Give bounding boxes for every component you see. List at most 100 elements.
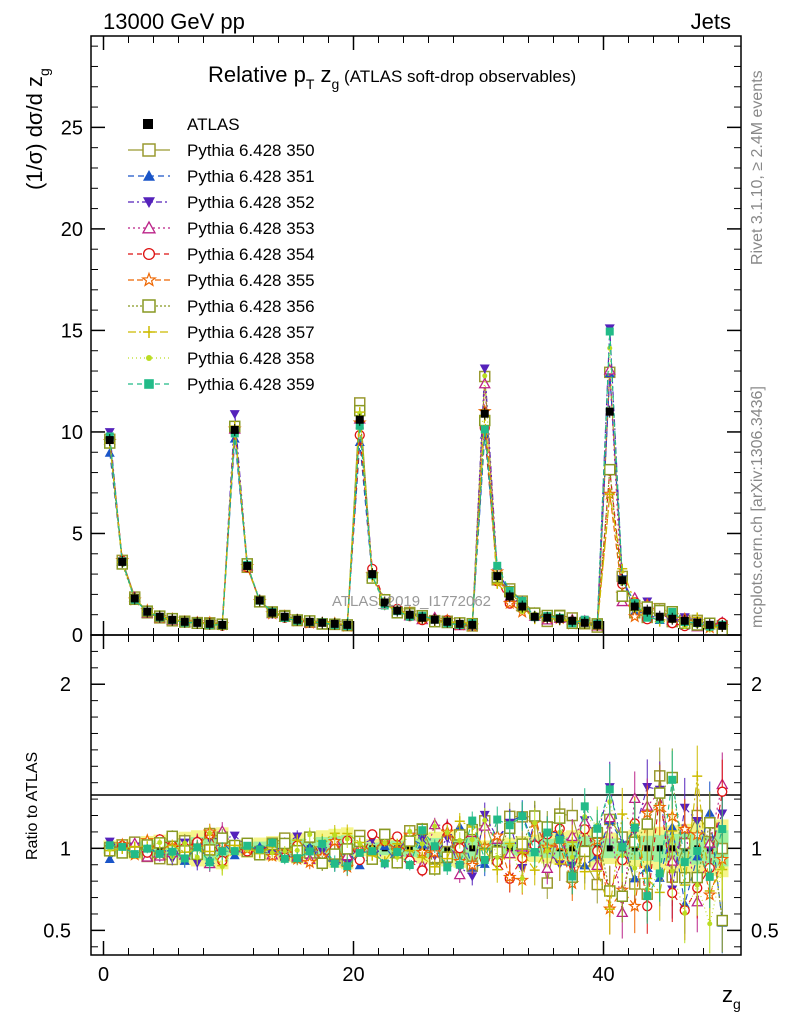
series-358-ratio-point bbox=[282, 848, 288, 854]
series-354-ratio-point bbox=[367, 829, 378, 840]
series-356-main-point bbox=[616, 590, 628, 602]
series-359-ratio-point bbox=[280, 854, 289, 863]
series-355-ratio-point bbox=[627, 898, 642, 913]
series-358-ratio-point bbox=[707, 921, 713, 927]
series-357-ratio-point bbox=[579, 866, 590, 877]
series-359-ratio-point bbox=[268, 838, 277, 847]
legend-series-357-label: Pythia 6.428 357 bbox=[187, 323, 315, 342]
series-351-main-point bbox=[104, 447, 115, 457]
series-359-ratio-point bbox=[130, 850, 139, 859]
series-358-ratio-point bbox=[544, 848, 550, 854]
series-359-ratio-point bbox=[218, 847, 227, 856]
atlas-point bbox=[430, 615, 439, 624]
series-357-ratio-point bbox=[429, 861, 440, 872]
series-359-main-point bbox=[480, 425, 489, 434]
xlabel-main: z bbox=[722, 982, 733, 1007]
atlas-point bbox=[530, 612, 539, 621]
atlas-point bbox=[455, 619, 464, 628]
series-357-ratio-point bbox=[554, 859, 565, 870]
atlas-point bbox=[318, 618, 327, 627]
atlas-point bbox=[205, 619, 214, 628]
series-358-ratio-point bbox=[332, 832, 338, 838]
series-358-ratio-point bbox=[419, 841, 425, 847]
series-359-ratio-point bbox=[418, 826, 427, 835]
x-axis-label: zg bbox=[722, 982, 741, 1012]
series-358-ratio-point bbox=[519, 875, 525, 881]
series-355-main-point bbox=[627, 609, 642, 623]
series-359-ratio-point bbox=[205, 858, 214, 867]
legend-series-354-marker bbox=[142, 247, 156, 261]
series-351-ratio-line bbox=[109, 812, 723, 923]
series-358-ratio-point bbox=[507, 843, 513, 849]
series-356-main-point bbox=[604, 463, 616, 476]
series-357-ratio-point bbox=[417, 852, 428, 863]
atlas-point bbox=[705, 620, 714, 629]
atlas-ratio-point bbox=[606, 845, 613, 852]
legend-series-359-label: Pythia 6.428 359 bbox=[187, 375, 315, 394]
series-359-ratio-point bbox=[655, 869, 664, 878]
atlas-point bbox=[493, 572, 502, 581]
ratio-y-tick-label: 0.5 bbox=[43, 920, 71, 942]
header-left: 13000 GeV pp bbox=[103, 9, 245, 34]
series-359-ratio-point bbox=[443, 863, 452, 872]
ylabel-sub: g bbox=[36, 68, 52, 76]
series-359-ratio-point bbox=[468, 816, 477, 825]
series-353-main-line bbox=[109, 369, 723, 628]
series-358-ratio-point bbox=[469, 837, 475, 843]
series-358-ratio-point bbox=[632, 865, 638, 871]
series-358-ratio-point bbox=[307, 831, 313, 837]
series-357-ratio-point bbox=[517, 847, 528, 858]
atlas-point bbox=[380, 598, 389, 607]
series-356-ratio-point bbox=[404, 835, 416, 847]
atlas-point bbox=[693, 618, 702, 627]
series-358-ratio-point bbox=[294, 847, 300, 853]
series-357-ratio-point bbox=[667, 825, 678, 836]
atlas-point bbox=[268, 608, 277, 617]
series-359-ratio-point bbox=[405, 861, 414, 870]
atlas-point bbox=[568, 616, 577, 625]
series-357-main-point bbox=[604, 489, 615, 500]
atlas-point bbox=[393, 606, 402, 615]
mcplots-note: mcplots.cern.ch [arXiv:1306.3436] bbox=[749, 386, 766, 628]
atlas-point bbox=[405, 610, 414, 619]
series-352-main-line bbox=[109, 328, 723, 628]
legend-series-353-label: Pythia 6.428 353 bbox=[187, 219, 315, 238]
series-359-ratio-point bbox=[680, 858, 689, 867]
atlas-point bbox=[305, 617, 314, 626]
series-356-ratio-point bbox=[379, 828, 391, 841]
atlas-point bbox=[143, 607, 152, 616]
atlas-point bbox=[618, 576, 627, 585]
ratio-y-tick-label-right: 1 bbox=[751, 838, 762, 860]
atlas-point bbox=[555, 614, 564, 623]
series-359-main-point bbox=[605, 327, 614, 336]
ratio-y-tick-label-right: 2 bbox=[751, 674, 762, 696]
legend-atlas-label: ATLAS bbox=[187, 115, 240, 134]
series-359-ratio-point bbox=[168, 847, 177, 856]
series-356-ratio-point bbox=[316, 857, 328, 870]
legend-series-350-marker bbox=[142, 143, 156, 157]
title-sub-t: T bbox=[306, 76, 315, 92]
main-y-ticks: 0 5 10 15 20 25 bbox=[61, 45, 741, 647]
series-359-ratio-point bbox=[668, 775, 677, 784]
series-359-ratio-point bbox=[718, 825, 727, 834]
series-354-ratio-point bbox=[717, 786, 728, 797]
atlas-point bbox=[193, 618, 202, 627]
legend: ATLAS Pythia 6.428 350 Pythia 6.428 351 Pyt… bbox=[128, 115, 315, 394]
series-359-ratio-point bbox=[705, 872, 714, 881]
legend-series-355-marker bbox=[141, 271, 157, 287]
atlas-point bbox=[580, 618, 589, 627]
atlas-point bbox=[480, 409, 489, 418]
series-359-ratio-point bbox=[530, 848, 539, 857]
series-358-ratio-point bbox=[382, 840, 388, 846]
y-axis-label-main: (1/σ) dσ/d zg bbox=[22, 68, 52, 190]
series-359-ratio-point bbox=[105, 841, 114, 850]
atlas-point bbox=[468, 620, 477, 629]
series-356-ratio-point bbox=[216, 832, 228, 844]
title-main: Relative p bbox=[208, 62, 306, 87]
series-358-ratio-point bbox=[494, 854, 500, 860]
main-y-tick-label: 15 bbox=[61, 320, 83, 342]
series-358-ratio-point bbox=[269, 850, 275, 856]
legend-series-350-label: Pythia 6.428 350 bbox=[187, 141, 315, 160]
main-y-tick-label: 25 bbox=[61, 117, 83, 139]
